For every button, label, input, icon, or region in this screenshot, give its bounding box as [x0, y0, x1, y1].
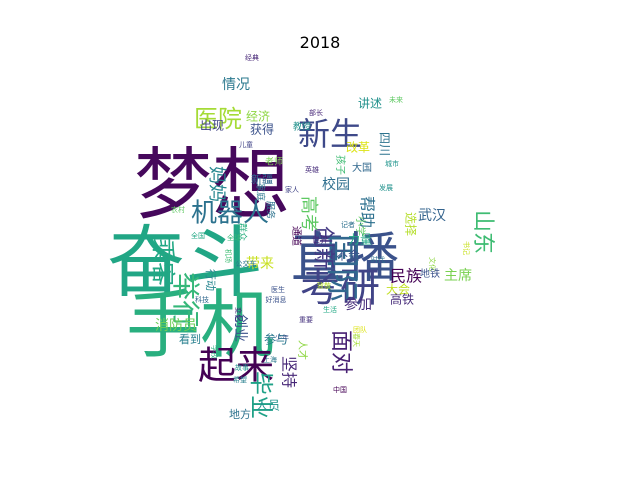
- word-77: 未来: [389, 95, 403, 104]
- word-71: 书记: [462, 241, 471, 255]
- word-33: 参与: [264, 332, 288, 347]
- word-55: 教授: [293, 121, 311, 133]
- word-1: 梦想: [134, 140, 290, 230]
- word-27: 校园: [322, 176, 350, 193]
- word-30: 四川: [378, 132, 392, 156]
- word-10: 医院: [194, 105, 242, 133]
- word-90: 世界: [312, 235, 328, 245]
- word-60: 好消息: [266, 295, 287, 304]
- word-24: 参加: [344, 296, 372, 313]
- word-49: 小学: [354, 216, 367, 236]
- word-64: 全国: [191, 231, 205, 240]
- word-8: 国际: [322, 234, 362, 302]
- word-47: 人才: [296, 340, 309, 360]
- word-80: 科技: [195, 295, 209, 304]
- word-78: 家人: [285, 185, 299, 194]
- word-16: 创新: [310, 226, 335, 270]
- word-21: 消防员: [155, 318, 197, 334]
- word-72: 重要: [299, 316, 313, 324]
- word-29: 选择: [404, 212, 418, 236]
- word-34: 讲述: [358, 96, 382, 111]
- word-65: 儿童: [239, 140, 253, 149]
- word-42: 高铁: [390, 292, 414, 307]
- word-4: 直播: [291, 227, 399, 290]
- word-81: 机场: [224, 249, 233, 263]
- word-62: 上海: [263, 355, 277, 364]
- word-50: 孩子: [334, 155, 347, 175]
- word-79: 春天: [352, 333, 361, 347]
- word-26: 主席: [444, 268, 472, 284]
- word-44: 地方: [229, 407, 251, 421]
- word-69: 变化: [234, 307, 243, 321]
- word-54: 通道: [290, 226, 303, 246]
- word-20: 帮助: [358, 196, 377, 228]
- word-12: 乘客: [149, 238, 177, 286]
- word-73: 希望: [233, 375, 247, 384]
- word-75: 中国: [333, 385, 347, 394]
- word-52: 大国: [352, 161, 372, 174]
- word-2: 奋斗: [107, 218, 263, 308]
- word-87: 少年: [275, 333, 289, 342]
- word-45: 看到: [179, 332, 201, 346]
- word-48: 地铁: [420, 267, 440, 280]
- word-53: 服务: [265, 201, 277, 219]
- word-13: 毕业: [247, 371, 275, 419]
- word-88: 团队: [353, 325, 367, 334]
- word-46: 行动: [204, 269, 217, 291]
- word-66: 城市: [385, 159, 399, 168]
- word-63: 农村: [171, 205, 185, 214]
- word-82: 学校: [210, 345, 219, 359]
- word-59: 经典: [245, 53, 259, 62]
- word-84: 时代: [371, 255, 385, 264]
- word-57: 老师: [265, 156, 283, 168]
- word-37: 经济: [246, 109, 270, 124]
- word-38: 改革: [346, 141, 370, 155]
- word-31: 带来: [246, 256, 274, 272]
- word-25: 民族: [390, 267, 422, 286]
- word-83: 英雄: [305, 165, 319, 174]
- word-7: 新生: [298, 115, 362, 153]
- word-9: 机器人: [191, 199, 269, 229]
- chart-title: 2018: [299, 33, 341, 52]
- word-68: 医生: [271, 285, 285, 294]
- word-19: 高考: [298, 196, 319, 232]
- word-76: 发展: [379, 183, 393, 192]
- word-61: 全球: [227, 233, 241, 242]
- word-51: 家庭: [255, 183, 267, 201]
- word-86: 生活: [323, 305, 337, 314]
- word-41: 大会: [386, 283, 410, 297]
- word-18: 情况: [222, 77, 250, 93]
- word-23: 坚持: [280, 356, 299, 388]
- word-3: 手机: [126, 283, 274, 369]
- word-70: 致敬: [317, 281, 331, 290]
- word-6: 起来: [198, 344, 274, 388]
- word-28: 武汉: [418, 208, 446, 224]
- word-40: 不会: [336, 249, 360, 263]
- word-5: 考研: [300, 265, 380, 311]
- word-17: 妈妈: [206, 166, 227, 202]
- word-85: 文化: [428, 257, 437, 271]
- word-36: 出现: [200, 119, 224, 133]
- word-14: 面对: [328, 330, 353, 374]
- word-56: 群众: [237, 223, 249, 241]
- word-32: 人员: [256, 399, 280, 413]
- word-15: 山东: [470, 210, 495, 254]
- word-89: 故事: [235, 363, 249, 372]
- word-74: 记者: [341, 221, 355, 229]
- word-58: 部长: [309, 108, 323, 117]
- word-11: 举行: [169, 272, 202, 328]
- word-35: 获得: [250, 122, 274, 137]
- word-67: 公交车: [236, 259, 257, 268]
- word-22: 创业: [232, 314, 248, 342]
- word-43: 新疆: [251, 172, 273, 186]
- word-39: 力量: [348, 233, 372, 247]
